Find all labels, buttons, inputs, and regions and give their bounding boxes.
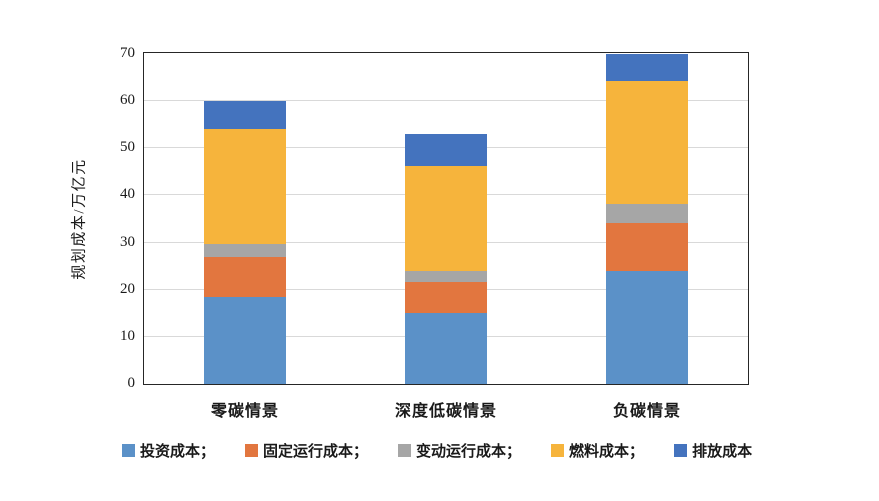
y-tick-label: 10 bbox=[120, 327, 135, 344]
legend-label: 投资成本； bbox=[140, 444, 216, 460]
legend-item: 燃料成本； bbox=[551, 440, 644, 461]
legend-color-swatch bbox=[122, 444, 135, 457]
bar-segment-排放成本 bbox=[203, 101, 286, 130]
legend-label: 变动运行成本； bbox=[416, 444, 522, 460]
y-tick-label: 70 bbox=[120, 45, 135, 61]
legend-label: 燃料成本； bbox=[569, 444, 645, 460]
y-tick-label: 20 bbox=[120, 280, 135, 297]
legend-item: 投资成本； bbox=[122, 440, 215, 461]
legend-color-swatch bbox=[398, 444, 412, 457]
plot-area bbox=[143, 52, 749, 385]
y-tick-label: 50 bbox=[120, 139, 135, 156]
gridline bbox=[144, 100, 748, 102]
bar-segment-变动运行成本 bbox=[203, 244, 286, 258]
legend-item: 排放成本 bbox=[674, 440, 752, 461]
bar-segment-变动运行成本 bbox=[404, 270, 487, 282]
bar-segment-排放成本 bbox=[404, 134, 487, 167]
legend-label: 排放成本 bbox=[692, 444, 753, 460]
legend-color-swatch bbox=[551, 444, 565, 457]
bar-segment-燃料成本 bbox=[203, 129, 286, 244]
x-category-label: 零碳情景 bbox=[210, 403, 279, 420]
x-category-label: 深度低碳情景 bbox=[394, 403, 497, 420]
bar-segment-固定运行成本 bbox=[605, 222, 688, 271]
bar-segment-燃料成本 bbox=[404, 166, 487, 271]
bar-segment-投资成本 bbox=[605, 270, 688, 384]
legend-item: 固定运行成本； bbox=[245, 440, 368, 461]
legend-color-swatch bbox=[245, 444, 259, 457]
x-category-label: 负碳情景 bbox=[612, 403, 681, 420]
legend-item: 变动运行成本； bbox=[398, 440, 521, 461]
legend-label: 固定运行成本； bbox=[263, 444, 369, 460]
y-tick-label: 30 bbox=[120, 233, 135, 250]
bar-segment-投资成本 bbox=[404, 313, 487, 384]
bar-segment-变动运行成本 bbox=[605, 204, 688, 223]
y-tick-label: 0 bbox=[127, 375, 136, 391]
bar-segment-排放成本 bbox=[605, 54, 688, 82]
bar-segment-燃料成本 bbox=[605, 81, 688, 205]
bar-segment-固定运行成本 bbox=[203, 257, 286, 297]
y-tick-label: 60 bbox=[120, 92, 135, 109]
legend-color-swatch bbox=[674, 444, 688, 457]
bar-segment-固定运行成本 bbox=[404, 281, 487, 314]
legend: 投资成本； 固定运行成本； 变动运行成本； 燃料成本； 排放成本 bbox=[122, 440, 752, 461]
bar-segment-投资成本 bbox=[203, 296, 286, 384]
y-tick-label: 40 bbox=[120, 186, 135, 203]
y-axis-title: 规划成本/万亿元 bbox=[71, 158, 88, 280]
